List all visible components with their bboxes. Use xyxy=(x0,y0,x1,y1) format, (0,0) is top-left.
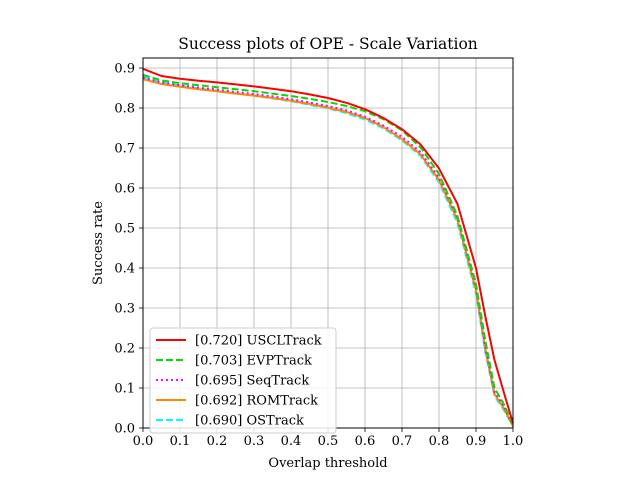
x-tick-label: 0.8 xyxy=(429,434,450,449)
y-tick-label: 0.8 xyxy=(114,102,135,117)
y-tick-label: 0.9 xyxy=(114,62,135,77)
chart-title: Success plots of OPE - Scale Variation xyxy=(178,35,478,53)
x-tick-label: 0.3 xyxy=(244,434,265,449)
y-tick-label: 0.7 xyxy=(114,142,135,157)
x-tick-label: 1.0 xyxy=(503,434,524,449)
legend-label: [0.695] SeqTrack xyxy=(195,374,309,389)
legend-label: [0.703] EVPTrack xyxy=(195,354,312,369)
axis-ticks: 0.0 0.1 0.2 0.3 0.4 0.5 0.6 0.7 0.8 0.9 1.0 0.0 0.1 0… xyxy=(114,62,523,450)
y-tick-label: 0.2 xyxy=(114,342,135,357)
x-axis-label: Overlap threshold xyxy=(268,456,387,471)
y-tick-label: 0.0 xyxy=(114,422,135,437)
y-axis-label: Success rate xyxy=(91,201,106,285)
y-tick-label: 0.3 xyxy=(114,302,135,317)
legend-label: [0.720] USCLTrack xyxy=(195,334,322,349)
legend-label: [0.692] ROMTrack xyxy=(195,394,318,409)
legend-box xyxy=(149,327,337,434)
legend: [0.720] USCLTrack [0.703] EVPTrack [0.695]… xyxy=(149,327,337,434)
series-line xyxy=(142,73,514,426)
x-tick-label: 0.0 xyxy=(133,434,154,449)
y-tick-label: 0.6 xyxy=(114,182,135,197)
series-lines xyxy=(142,67,514,427)
y-tick-label: 0.4 xyxy=(114,262,135,277)
x-tick-label: 0.5 xyxy=(318,434,339,449)
x-tick-label: 0.9 xyxy=(466,434,487,449)
series-line xyxy=(142,67,514,424)
y-tick-label: 0.5 xyxy=(114,222,135,237)
x-tick-label: 0.7 xyxy=(392,434,413,449)
x-tick-label: 0.6 xyxy=(355,434,376,449)
y-tick-label: 0.1 xyxy=(114,382,135,397)
x-tick-label: 0.4 xyxy=(281,434,302,449)
x-tick-label: 0.2 xyxy=(207,434,228,449)
x-tick-label: 0.1 xyxy=(170,434,191,449)
legend-label: [0.690] OSTrack xyxy=(195,414,304,429)
